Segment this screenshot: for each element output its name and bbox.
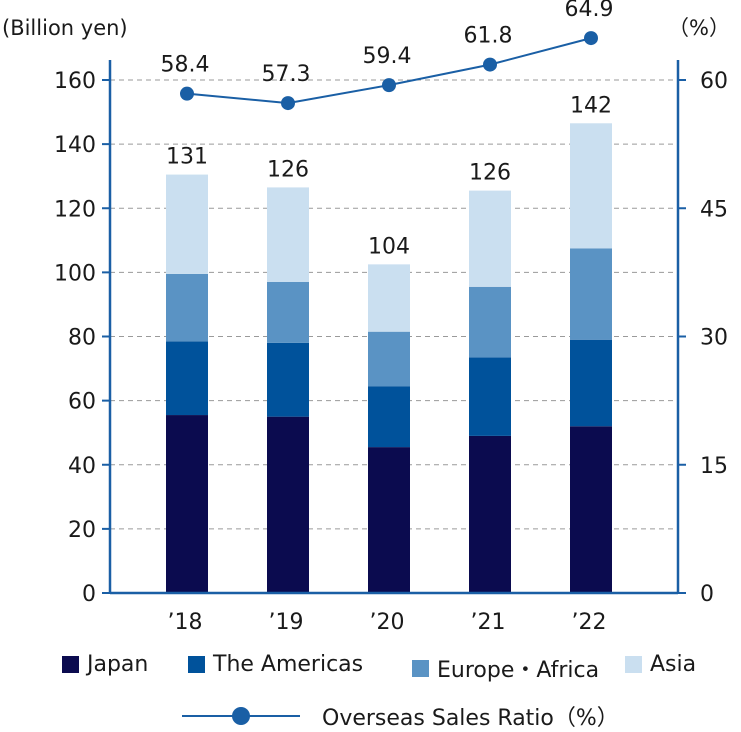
left-tick-label: 0 bbox=[82, 582, 96, 607]
left-tick-label: 160 bbox=[54, 69, 96, 94]
right-axis-title: （%） bbox=[668, 16, 730, 40]
ratio-point bbox=[281, 96, 295, 111]
x-tick-label: ’18 bbox=[168, 610, 203, 635]
right-tick-label: 45 bbox=[700, 197, 728, 222]
left-tick-label: 40 bbox=[68, 454, 96, 479]
legend-swatch-japan bbox=[62, 656, 79, 673]
bar-asia bbox=[166, 174, 208, 274]
bar-japan bbox=[166, 415, 208, 593]
right-tick-label: 0 bbox=[700, 582, 714, 607]
bar-asia bbox=[570, 123, 612, 249]
bar-asia bbox=[469, 190, 511, 287]
bar-total-label: 131 bbox=[166, 145, 208, 170]
left-tick-label: 60 bbox=[68, 390, 96, 415]
bar-asia bbox=[368, 264, 410, 332]
chart-labels: 0 20 40 60 80 100 120 140 160 0 15 30 45 60 (Billion y… bbox=[2, 0, 730, 635]
chart: 0 20 40 60 80 100 120 140 160 0 15 30 45 60 (Billion y… bbox=[2, 0, 730, 635]
bar-japan bbox=[267, 416, 309, 593]
bar-europe-africa bbox=[368, 331, 410, 387]
bar-total-label: 126 bbox=[267, 157, 309, 182]
left-tick-label: 20 bbox=[68, 518, 96, 543]
legend: Japan The Americas Europe・Africa Asia Ov… bbox=[0, 648, 741, 732]
bar-europe-africa bbox=[166, 273, 208, 342]
bar-the-americas bbox=[267, 342, 309, 417]
ratio-point bbox=[180, 86, 194, 101]
legend-item-japan: Japan bbox=[62, 652, 148, 677]
bar-total-label: 126 bbox=[469, 161, 511, 186]
legend-item-asia: Asia bbox=[625, 652, 696, 677]
bar-europe-africa bbox=[469, 286, 511, 358]
left-tick-label: 140 bbox=[54, 133, 96, 158]
ratio-point bbox=[382, 78, 396, 93]
legend-item-americas: The Americas bbox=[188, 652, 363, 677]
legend-swatch-americas bbox=[188, 656, 205, 673]
ratio-label: 58.4 bbox=[161, 53, 210, 78]
legend-label-japan: Japan bbox=[87, 652, 149, 677]
legend-label-europe-africa: Europe・Africa bbox=[437, 658, 600, 683]
x-tick-label: ’22 bbox=[572, 610, 607, 635]
overseas-ratio-line bbox=[180, 31, 598, 111]
left-tick-label: 120 bbox=[54, 197, 96, 222]
ratio-label: 57.3 bbox=[262, 62, 311, 87]
bar-the-americas bbox=[166, 341, 208, 416]
right-tick-label: 30 bbox=[700, 326, 728, 351]
right-tick-label: 15 bbox=[700, 454, 728, 479]
legend-item-europe-africa: Europe・Africa bbox=[412, 652, 599, 684]
bar-the-americas bbox=[368, 386, 410, 448]
legend-line-dot bbox=[232, 707, 250, 725]
bars bbox=[166, 123, 612, 593]
ratio-label: 59.4 bbox=[363, 44, 412, 69]
bar-japan bbox=[469, 435, 511, 593]
ratio-label: 64.9 bbox=[565, 0, 614, 22]
legend-item-overseas-ratio: Overseas Sales Ratio（%） bbox=[182, 700, 619, 732]
legend-swatch-asia bbox=[625, 656, 642, 673]
x-tick-label: ’19 bbox=[269, 610, 304, 635]
bar-asia bbox=[267, 187, 309, 282]
x-tick-label: ’21 bbox=[471, 610, 506, 635]
axes bbox=[102, 60, 686, 595]
bar-europe-africa bbox=[570, 248, 612, 340]
legend-label-americas: The Americas bbox=[213, 652, 364, 677]
x-tick-label: ’20 bbox=[370, 610, 405, 635]
left-axis-title: (Billion yen) bbox=[2, 16, 128, 40]
bar-total-label: 104 bbox=[368, 234, 410, 259]
ratio-point bbox=[584, 31, 598, 46]
bar-japan bbox=[368, 447, 410, 593]
legend-line-marker bbox=[182, 706, 300, 726]
bar-the-americas bbox=[570, 339, 612, 427]
legend-label-overseas-ratio: Overseas Sales Ratio（%） bbox=[322, 706, 619, 731]
legend-label-asia: Asia bbox=[650, 652, 697, 677]
ratio-label: 61.8 bbox=[464, 24, 513, 49]
bar-the-americas bbox=[469, 357, 511, 436]
left-tick-label: 100 bbox=[54, 261, 96, 286]
right-tick-label: 60 bbox=[700, 69, 728, 94]
ratio-point bbox=[483, 57, 497, 72]
left-tick-label: 80 bbox=[68, 326, 96, 351]
bar-europe-africa bbox=[267, 281, 309, 343]
bar-japan bbox=[570, 426, 612, 593]
legend-swatch-europe-africa bbox=[412, 659, 429, 677]
bar-total-label: 142 bbox=[570, 93, 612, 118]
